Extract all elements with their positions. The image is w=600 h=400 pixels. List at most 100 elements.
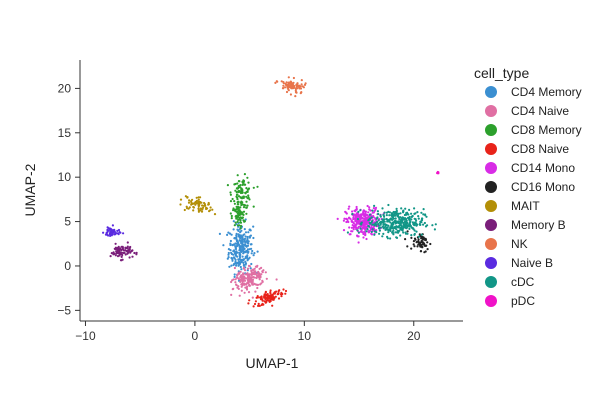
data-point <box>264 290 267 293</box>
data-point <box>289 80 292 83</box>
data-point <box>375 217 378 220</box>
series-mait <box>179 195 217 216</box>
data-point <box>233 273 236 276</box>
data-point <box>245 200 248 203</box>
legend-label: Memory B <box>511 218 566 232</box>
data-point <box>344 210 347 213</box>
data-point <box>230 293 233 296</box>
legend-item[interactable]: CD4 Memory <box>485 85 582 99</box>
data-point <box>108 232 112 235</box>
data-point <box>365 213 368 216</box>
data-point <box>298 86 301 89</box>
data-point <box>355 223 358 226</box>
data-point <box>252 236 255 240</box>
data-point <box>372 223 375 226</box>
data-point <box>361 216 364 219</box>
data-point <box>359 227 362 230</box>
legend-item[interactable]: NK <box>485 237 528 251</box>
data-point <box>242 252 245 255</box>
data-point <box>236 201 239 204</box>
data-point <box>390 214 393 217</box>
data-point <box>102 231 105 234</box>
data-point <box>431 224 434 227</box>
data-point <box>200 210 204 213</box>
legend-item[interactable]: CD8 Naive <box>485 142 569 156</box>
data-point <box>229 242 232 245</box>
data-point <box>236 274 239 277</box>
data-point <box>354 220 358 223</box>
data-point <box>239 216 242 219</box>
data-point <box>239 219 242 222</box>
legend-item[interactable]: MAIT <box>485 199 540 213</box>
data-point <box>238 180 241 183</box>
series-nk <box>274 76 307 98</box>
data-point <box>236 224 240 227</box>
data-point <box>387 231 390 234</box>
data-point <box>261 299 264 302</box>
series-cd14-mono <box>336 204 385 244</box>
data-point <box>342 229 346 232</box>
data-point <box>410 212 413 215</box>
data-point <box>253 252 256 255</box>
data-point <box>355 221 359 224</box>
data-point <box>356 227 360 230</box>
data-point <box>398 217 401 221</box>
data-point <box>395 213 398 216</box>
legend-label: pDC <box>511 294 535 308</box>
data-point <box>295 83 298 86</box>
data-point <box>343 217 346 220</box>
data-point <box>399 234 402 237</box>
series-pdc <box>436 170 440 175</box>
legend-marker <box>485 238 497 250</box>
legend-marker <box>485 105 497 117</box>
data-point <box>367 219 370 222</box>
data-point <box>419 220 422 223</box>
data-point <box>126 250 129 253</box>
data-point <box>249 234 252 237</box>
legend-item[interactable]: Naive B <box>485 256 553 270</box>
data-point <box>235 262 238 265</box>
data-point <box>257 302 260 305</box>
data-point <box>238 236 241 239</box>
data-point <box>410 218 413 221</box>
data-point <box>202 204 206 207</box>
data-point <box>294 95 297 98</box>
legend-item[interactable]: pDC <box>485 294 535 308</box>
data-point <box>126 245 129 248</box>
data-point <box>352 217 355 221</box>
data-point <box>242 179 246 183</box>
data-point <box>356 234 359 237</box>
data-point <box>188 199 191 202</box>
legend-item[interactable]: CD4 Naive <box>485 104 569 118</box>
legend-label: CD8 Naive <box>511 142 569 156</box>
data-point <box>417 215 420 218</box>
data-point <box>235 210 238 213</box>
legend-item[interactable]: CD8 Memory <box>485 123 582 137</box>
data-point <box>348 226 351 229</box>
data-point <box>415 224 418 227</box>
data-point <box>367 225 371 228</box>
legend-item[interactable]: Memory B <box>485 218 566 232</box>
legend-item[interactable]: cDC <box>485 275 535 289</box>
data-point <box>273 291 276 294</box>
data-point <box>233 202 236 205</box>
data-point <box>377 224 381 227</box>
data-point <box>232 220 235 223</box>
data-point <box>246 248 249 251</box>
data-point <box>233 266 236 270</box>
data-point <box>239 265 242 269</box>
data-point <box>410 247 413 250</box>
legend-item[interactable]: CD14 Mono <box>485 161 575 175</box>
data-point <box>410 234 413 237</box>
data-point <box>282 288 285 291</box>
data-point <box>372 207 375 210</box>
data-point <box>248 265 251 268</box>
legend-label: NK <box>511 237 528 251</box>
legend-item[interactable]: CD16 Mono <box>485 180 575 194</box>
data-point <box>407 216 410 220</box>
data-point <box>239 224 243 227</box>
legend-title: cell_type <box>474 65 529 81</box>
data-point <box>250 272 254 275</box>
data-point <box>120 255 123 258</box>
data-point <box>238 251 241 254</box>
